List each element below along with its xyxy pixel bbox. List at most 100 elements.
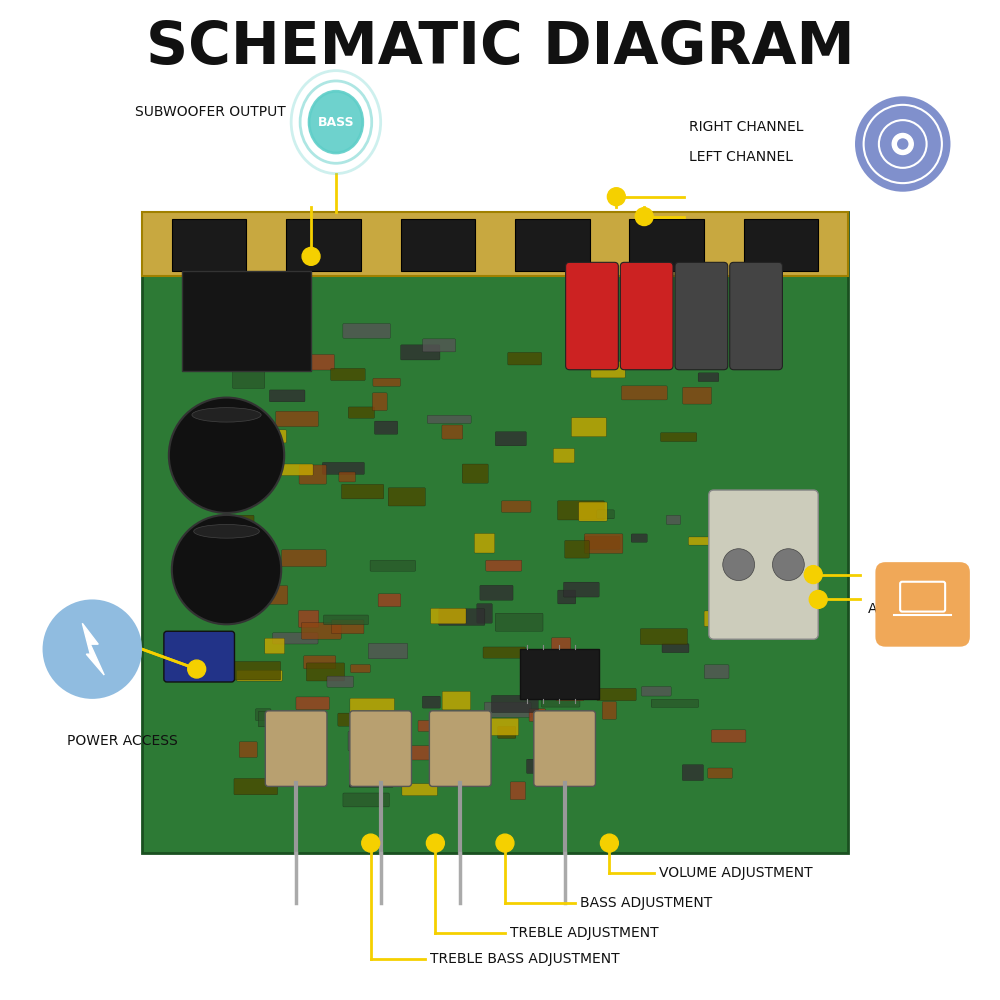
FancyBboxPatch shape xyxy=(299,465,326,484)
FancyBboxPatch shape xyxy=(565,729,584,748)
FancyBboxPatch shape xyxy=(265,638,285,654)
FancyBboxPatch shape xyxy=(541,696,580,707)
FancyBboxPatch shape xyxy=(350,698,394,715)
FancyBboxPatch shape xyxy=(520,649,599,699)
FancyBboxPatch shape xyxy=(343,324,390,338)
FancyBboxPatch shape xyxy=(715,571,739,590)
FancyBboxPatch shape xyxy=(515,219,590,271)
FancyBboxPatch shape xyxy=(709,490,818,639)
FancyBboxPatch shape xyxy=(442,691,471,710)
Circle shape xyxy=(607,188,625,206)
FancyBboxPatch shape xyxy=(388,488,425,506)
FancyBboxPatch shape xyxy=(629,219,704,271)
FancyBboxPatch shape xyxy=(299,610,319,627)
FancyBboxPatch shape xyxy=(237,670,282,681)
FancyBboxPatch shape xyxy=(350,711,411,786)
FancyBboxPatch shape xyxy=(392,746,430,760)
FancyBboxPatch shape xyxy=(666,515,681,524)
FancyBboxPatch shape xyxy=(349,770,393,787)
FancyBboxPatch shape xyxy=(142,212,848,276)
Ellipse shape xyxy=(194,524,259,538)
FancyBboxPatch shape xyxy=(164,631,234,682)
FancyBboxPatch shape xyxy=(239,742,257,757)
FancyBboxPatch shape xyxy=(221,340,264,351)
Circle shape xyxy=(169,398,284,513)
FancyBboxPatch shape xyxy=(373,710,389,725)
FancyBboxPatch shape xyxy=(437,755,467,766)
FancyBboxPatch shape xyxy=(875,562,970,647)
FancyBboxPatch shape xyxy=(257,563,273,578)
FancyBboxPatch shape xyxy=(338,713,355,726)
FancyBboxPatch shape xyxy=(571,418,606,437)
Circle shape xyxy=(855,96,950,192)
FancyBboxPatch shape xyxy=(304,656,336,669)
FancyBboxPatch shape xyxy=(711,730,746,742)
FancyBboxPatch shape xyxy=(286,219,361,271)
Circle shape xyxy=(362,834,380,852)
FancyBboxPatch shape xyxy=(483,647,526,658)
FancyBboxPatch shape xyxy=(529,709,545,721)
FancyBboxPatch shape xyxy=(591,361,625,378)
Circle shape xyxy=(635,208,653,226)
FancyBboxPatch shape xyxy=(429,711,491,786)
FancyBboxPatch shape xyxy=(585,536,620,549)
FancyBboxPatch shape xyxy=(348,407,375,418)
Circle shape xyxy=(302,247,320,265)
FancyBboxPatch shape xyxy=(495,432,526,446)
FancyBboxPatch shape xyxy=(172,219,246,271)
Circle shape xyxy=(804,566,822,584)
FancyBboxPatch shape xyxy=(339,472,355,482)
FancyBboxPatch shape xyxy=(553,449,575,463)
Circle shape xyxy=(496,834,514,852)
Circle shape xyxy=(172,515,281,624)
FancyBboxPatch shape xyxy=(422,696,440,708)
FancyBboxPatch shape xyxy=(597,688,636,701)
FancyBboxPatch shape xyxy=(480,585,513,600)
Text: BASS: BASS xyxy=(318,116,354,129)
FancyBboxPatch shape xyxy=(286,318,309,337)
Circle shape xyxy=(897,138,908,150)
FancyBboxPatch shape xyxy=(703,340,726,354)
FancyBboxPatch shape xyxy=(579,502,607,521)
FancyBboxPatch shape xyxy=(491,695,538,713)
FancyBboxPatch shape xyxy=(402,784,437,796)
FancyBboxPatch shape xyxy=(708,768,732,778)
FancyBboxPatch shape xyxy=(348,731,365,751)
FancyBboxPatch shape xyxy=(661,433,697,442)
FancyBboxPatch shape xyxy=(306,663,345,681)
FancyBboxPatch shape xyxy=(474,533,495,553)
FancyBboxPatch shape xyxy=(324,615,368,625)
FancyBboxPatch shape xyxy=(584,534,623,553)
FancyBboxPatch shape xyxy=(418,720,437,731)
FancyBboxPatch shape xyxy=(713,600,740,617)
FancyBboxPatch shape xyxy=(495,613,543,631)
FancyBboxPatch shape xyxy=(265,711,327,786)
FancyBboxPatch shape xyxy=(556,687,584,701)
FancyBboxPatch shape xyxy=(651,699,699,707)
Circle shape xyxy=(43,599,142,699)
FancyBboxPatch shape xyxy=(234,778,278,795)
Text: AUDIO PORT: AUDIO PORT xyxy=(868,602,954,616)
FancyBboxPatch shape xyxy=(269,390,305,402)
FancyBboxPatch shape xyxy=(558,501,604,520)
FancyBboxPatch shape xyxy=(486,560,522,571)
Text: POWER ACCESS: POWER ACCESS xyxy=(67,734,178,748)
FancyBboxPatch shape xyxy=(331,620,364,634)
FancyBboxPatch shape xyxy=(182,271,311,371)
FancyBboxPatch shape xyxy=(431,608,466,624)
FancyBboxPatch shape xyxy=(620,262,673,370)
FancyBboxPatch shape xyxy=(374,421,398,434)
FancyBboxPatch shape xyxy=(442,425,463,439)
FancyBboxPatch shape xyxy=(709,606,752,624)
Circle shape xyxy=(426,834,444,852)
FancyBboxPatch shape xyxy=(484,702,531,717)
Circle shape xyxy=(188,660,206,678)
FancyBboxPatch shape xyxy=(566,262,618,370)
FancyBboxPatch shape xyxy=(351,665,370,673)
FancyBboxPatch shape xyxy=(730,262,782,370)
FancyBboxPatch shape xyxy=(423,339,456,352)
FancyBboxPatch shape xyxy=(371,714,405,733)
Ellipse shape xyxy=(192,408,261,422)
FancyBboxPatch shape xyxy=(267,586,288,604)
FancyBboxPatch shape xyxy=(597,510,614,519)
